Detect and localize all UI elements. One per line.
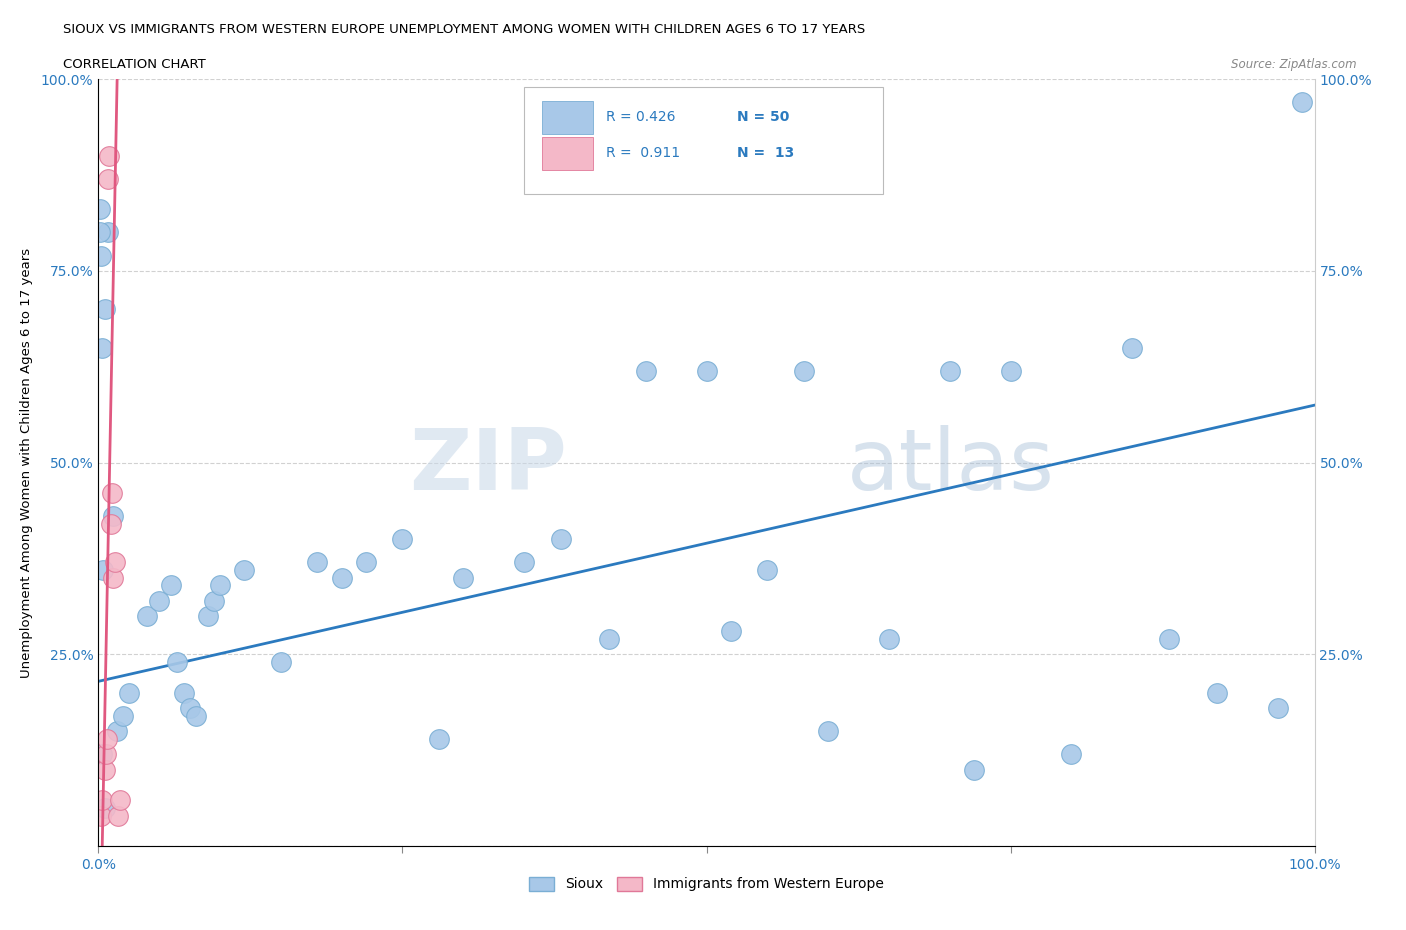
Point bbox=[97, 225, 120, 240]
Point bbox=[173, 685, 195, 700]
Point bbox=[105, 724, 128, 738]
Point bbox=[89, 225, 111, 240]
Point bbox=[101, 570, 124, 585]
Point bbox=[111, 709, 134, 724]
Point bbox=[97, 171, 120, 186]
Point bbox=[354, 555, 377, 570]
Point bbox=[96, 731, 118, 746]
Point bbox=[101, 486, 124, 501]
Point bbox=[100, 517, 122, 532]
Point bbox=[91, 340, 114, 355]
Point bbox=[202, 593, 225, 608]
Text: Source: ZipAtlas.com: Source: ZipAtlas.com bbox=[1232, 58, 1357, 71]
Point bbox=[817, 724, 839, 738]
Point bbox=[90, 808, 112, 823]
Point bbox=[209, 578, 232, 593]
Point bbox=[877, 631, 900, 646]
Text: ZIP: ZIP bbox=[409, 425, 567, 508]
Point bbox=[1291, 95, 1313, 110]
Point bbox=[89, 202, 111, 217]
Point bbox=[270, 655, 292, 670]
Point bbox=[98, 149, 121, 164]
Point bbox=[756, 563, 779, 578]
Point bbox=[513, 555, 536, 570]
Point bbox=[160, 578, 183, 593]
Point bbox=[104, 555, 127, 570]
Text: CORRELATION CHART: CORRELATION CHART bbox=[63, 58, 207, 71]
Point bbox=[101, 509, 124, 524]
Point bbox=[391, 532, 413, 547]
FancyBboxPatch shape bbox=[543, 101, 593, 134]
Point bbox=[1206, 685, 1229, 700]
Text: N = 50: N = 50 bbox=[737, 111, 789, 125]
Point bbox=[330, 570, 353, 585]
Point bbox=[1000, 364, 1022, 379]
Point bbox=[93, 801, 115, 816]
Point bbox=[598, 631, 620, 646]
Point bbox=[166, 655, 188, 670]
Point bbox=[1267, 701, 1289, 716]
Point bbox=[793, 364, 815, 379]
Point bbox=[148, 593, 170, 608]
Point bbox=[1060, 747, 1083, 762]
Point bbox=[136, 609, 159, 624]
Point bbox=[197, 609, 219, 624]
Point bbox=[107, 808, 129, 823]
Point bbox=[963, 763, 986, 777]
FancyBboxPatch shape bbox=[524, 86, 883, 194]
Point bbox=[90, 248, 112, 263]
Legend: Sioux, Immigrants from Western Europe: Sioux, Immigrants from Western Europe bbox=[523, 871, 890, 897]
Point bbox=[94, 747, 117, 762]
Point bbox=[91, 792, 114, 807]
Point bbox=[634, 364, 657, 379]
Point bbox=[93, 302, 115, 317]
Text: R =  0.911: R = 0.911 bbox=[606, 146, 679, 161]
Point bbox=[233, 563, 256, 578]
Point bbox=[118, 685, 141, 700]
Point bbox=[550, 532, 572, 547]
Point bbox=[1157, 631, 1180, 646]
Point bbox=[427, 731, 450, 746]
Point bbox=[307, 555, 329, 570]
Text: N =  13: N = 13 bbox=[737, 146, 794, 161]
Point bbox=[110, 792, 132, 807]
Text: SIOUX VS IMMIGRANTS FROM WESTERN EUROPE UNEMPLOYMENT AMONG WOMEN WITH CHILDREN A: SIOUX VS IMMIGRANTS FROM WESTERN EUROPE … bbox=[63, 23, 866, 36]
Text: R = 0.426: R = 0.426 bbox=[606, 111, 675, 125]
Point bbox=[939, 364, 962, 379]
Point bbox=[179, 701, 201, 716]
FancyBboxPatch shape bbox=[543, 138, 593, 169]
Point bbox=[184, 709, 207, 724]
Point bbox=[91, 563, 114, 578]
Point bbox=[720, 624, 742, 639]
Point bbox=[696, 364, 718, 379]
Point bbox=[1121, 340, 1143, 355]
Point bbox=[91, 747, 114, 762]
Point bbox=[453, 570, 475, 585]
Point bbox=[93, 763, 115, 777]
Y-axis label: Unemployment Among Women with Children Ages 6 to 17 years: Unemployment Among Women with Children A… bbox=[20, 247, 32, 678]
Text: atlas: atlas bbox=[846, 425, 1054, 508]
